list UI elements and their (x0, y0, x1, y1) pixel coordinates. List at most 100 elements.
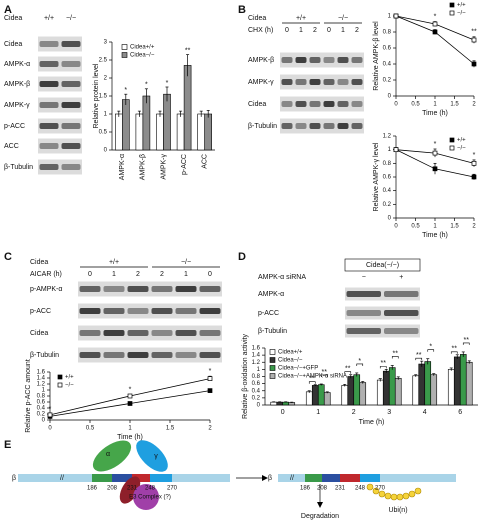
band (323, 123, 335, 129)
panel-label: C (4, 251, 12, 263)
y-tick-label: 2 (104, 76, 108, 82)
y-tick-label: 0.8 (252, 374, 261, 380)
x-tick-label: 1 (128, 426, 132, 432)
band (175, 308, 197, 314)
band (61, 102, 81, 108)
band (151, 352, 173, 358)
y-tick-label: 1.2 (252, 360, 261, 366)
blot-strip (78, 281, 222, 297)
bar (276, 401, 284, 406)
y-tick-label: 1.2 (383, 134, 392, 140)
marker (471, 37, 477, 43)
band (61, 41, 81, 47)
panel-label: E (4, 439, 11, 451)
band (337, 79, 349, 85)
band (79, 330, 101, 336)
y-tick-label: 1.4 (37, 376, 46, 382)
y-tick-label: 0.2 (383, 78, 392, 84)
band (384, 291, 419, 297)
y-tick-label: 1.6 (252, 346, 261, 352)
segment (112, 474, 132, 482)
residue-label: 208 (107, 486, 118, 492)
blot-strip (345, 287, 420, 301)
significance: * (434, 13, 437, 20)
ubiquitin-chain (366, 483, 422, 501)
y-tick-label: 0.6 (383, 46, 392, 52)
bar (465, 361, 473, 406)
subunit-label: α (106, 451, 110, 458)
blot-strip (345, 306, 420, 320)
blot-strip (78, 303, 222, 319)
band (295, 101, 307, 107)
bar (359, 382, 367, 406)
band (103, 286, 125, 292)
band (175, 352, 197, 358)
marker (432, 166, 438, 172)
bar (447, 369, 455, 406)
significance: ** (381, 360, 387, 367)
band (309, 123, 321, 129)
x-tick-label: 6 (458, 409, 462, 416)
band (103, 308, 125, 314)
legend-label: +/+ (457, 3, 466, 9)
x-tick-label: AMPK-β (140, 154, 147, 180)
marker (471, 61, 477, 67)
bar (270, 401, 278, 406)
bracket (356, 363, 364, 366)
x-tick-label: 0 (394, 224, 398, 230)
residue-label: 186 (300, 486, 311, 492)
row-label: Cidea (4, 41, 22, 48)
marker (393, 13, 399, 19)
bracket (320, 374, 328, 377)
e3-part (119, 476, 141, 504)
bracket (415, 357, 423, 361)
band (39, 102, 59, 108)
lane-label: 1 (341, 27, 345, 34)
y-tick-label: 0 (42, 418, 46, 424)
band (337, 101, 349, 107)
band (281, 79, 293, 85)
bar (142, 95, 151, 151)
blot-strip (280, 96, 364, 112)
row-label: β-Tubulin (30, 352, 59, 359)
y-tick-label: 0.6 (37, 400, 46, 406)
alpha-subunit (92, 440, 132, 472)
band (103, 330, 125, 336)
significance: ** (464, 337, 470, 344)
bar (204, 113, 212, 151)
x-tick-label: 0 (394, 102, 398, 108)
group-label: Cidea (4, 15, 22, 22)
segment (92, 474, 112, 482)
y-tick-label: 0 (104, 148, 108, 154)
blot-strip (280, 118, 364, 134)
band (309, 101, 321, 107)
legend-label: +/+ (65, 375, 74, 381)
row-label: p-ACC (258, 310, 279, 317)
band (127, 308, 149, 314)
blot-strip (38, 36, 82, 52)
bar (317, 384, 325, 406)
x-tick-label: 0 (48, 426, 52, 432)
marker (47, 412, 53, 418)
band (351, 79, 363, 85)
band (61, 123, 81, 129)
band (281, 57, 293, 63)
band (295, 79, 307, 85)
group-name: +/+ (109, 259, 119, 266)
y-tick-label: 0.4 (37, 406, 46, 412)
band (127, 330, 149, 336)
band (79, 286, 101, 292)
bar (394, 377, 402, 406)
bar (353, 374, 361, 406)
legend-label: Cidea+/+ (278, 350, 303, 356)
band (39, 123, 59, 129)
band (199, 352, 221, 358)
residue-label: 231 (127, 486, 138, 492)
y-tick-label: 0.8 (37, 394, 46, 400)
bar (424, 361, 432, 406)
x-tick-label: 1 (433, 102, 437, 108)
band (337, 57, 349, 63)
x-axis-label: Time (h) (422, 110, 448, 117)
blot-strip (78, 347, 222, 363)
y-tick-label: 0.6 (383, 175, 392, 181)
